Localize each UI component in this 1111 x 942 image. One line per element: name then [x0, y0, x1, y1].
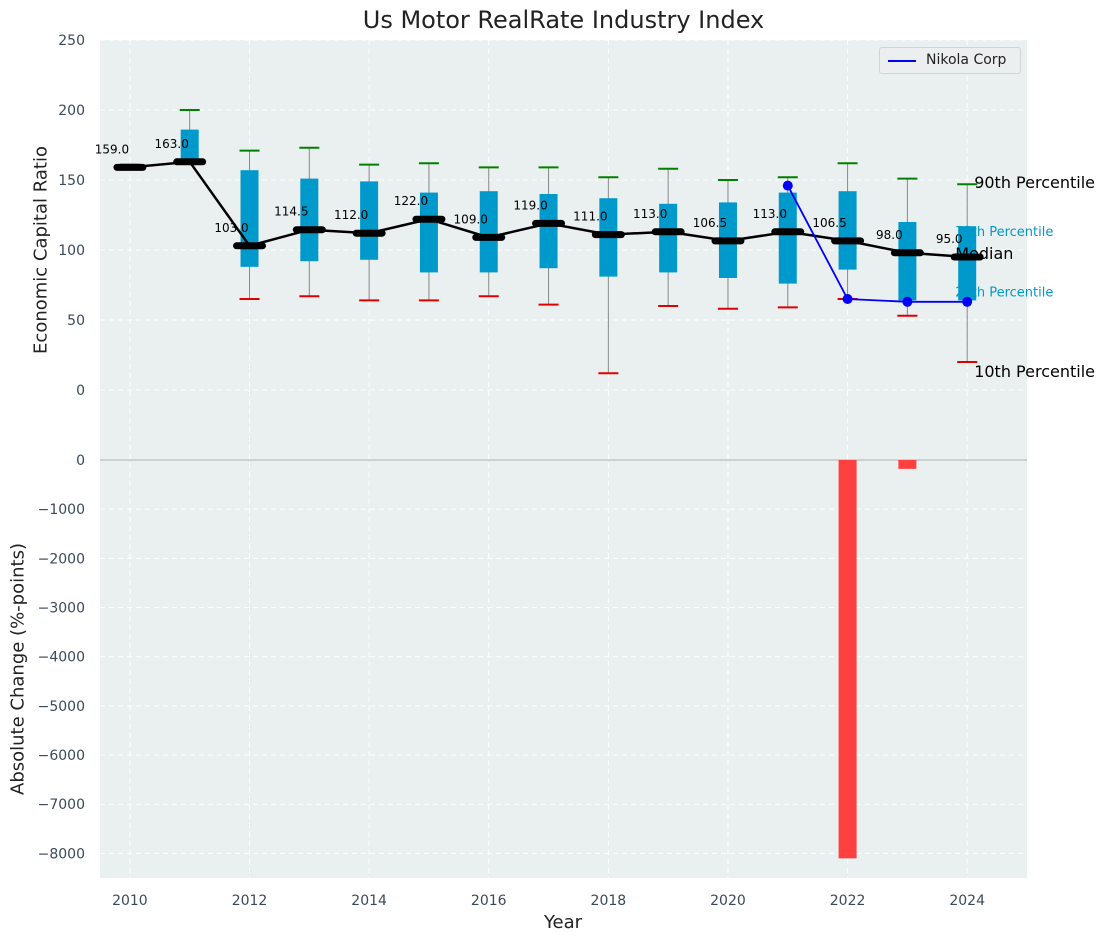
p25-annotation: 25th Percentile	[955, 285, 1053, 300]
change-bar	[838, 460, 857, 859]
x-tick-label: 2014	[351, 893, 387, 909]
median-annotation: Median	[955, 244, 1013, 263]
x-tick-label: 2010	[112, 893, 148, 909]
legend-series-label: Nikola Corp	[926, 52, 1007, 68]
iqr-box	[419, 192, 438, 273]
iqr-box	[300, 178, 319, 262]
iqr-box	[659, 203, 678, 273]
bottom-plot-area	[100, 460, 1027, 878]
median-value-label: 106.5	[812, 216, 846, 230]
bottom-y-tick-label: −1000	[38, 502, 85, 518]
iqr-box	[180, 129, 199, 162]
median-value-label: 113.0	[633, 207, 667, 221]
x-tick-label: 2022	[830, 893, 866, 909]
bottom-y-tick-label: 0	[76, 453, 85, 469]
median-value-label: 106.5	[693, 216, 727, 230]
change-bar	[898, 460, 917, 469]
legend-line-swatch	[888, 60, 916, 62]
median-value-label: 111.0	[573, 210, 607, 224]
median-value-label: 114.5	[274, 205, 308, 219]
bottom-y-tick-label: −8000	[38, 846, 85, 862]
median-group: 159.0 163.0 103.0 114.5 112.0 122.0 109.0 119.0…	[95, 137, 984, 261]
x-tick-label: 2020	[710, 893, 746, 909]
median-value-label: 122.0	[394, 194, 428, 208]
bottom-y-tick-label: −2000	[38, 551, 85, 567]
median-value-label: 113.0	[753, 207, 787, 221]
bottom-y-tick-label: −4000	[38, 650, 85, 666]
bottom-y-tick-label: −5000	[38, 699, 85, 715]
median-value-label: 159.0	[95, 142, 129, 156]
top-y-tick-label: 200	[58, 103, 85, 119]
median-value-label: 163.0	[155, 137, 189, 151]
top-y-axis-label: Economic Capital Ratio	[30, 146, 52, 354]
median-value-label: 98.0	[876, 228, 903, 242]
tick-labels: 2010 2012 2014 2016 2018 2020 2022 2024 0 50 100 15…	[38, 33, 985, 909]
bottom-y-axis-label: Absolute Change (%-points)	[7, 543, 29, 795]
top-y-tick-label: 100	[58, 243, 85, 259]
median-value-label: 119.0	[513, 198, 547, 212]
bottom-y-tick-label: −7000	[38, 797, 85, 813]
iqr-box	[240, 170, 259, 267]
top-y-tick-label: 150	[58, 173, 85, 189]
bottom-y-tick-label: −3000	[38, 601, 85, 617]
top-y-tick-label: 50	[67, 313, 85, 329]
iqr-box	[898, 222, 917, 301]
annotations: 90th Percentile 75th Percentile Median 25th…	[955, 173, 1095, 381]
x-tick-label: 2024	[949, 893, 985, 909]
x-tick-label: 2012	[232, 893, 268, 909]
company-series-point	[902, 296, 913, 307]
p90-annotation: 90th Percentile	[974, 173, 1095, 192]
iqr-box	[479, 191, 498, 273]
top-y-tick-label: 0	[76, 383, 85, 399]
median-value-label: 95.0	[936, 232, 963, 246]
company-series-line	[786, 185, 968, 303]
chart-title: Us Motor RealRate Industry Index	[362, 6, 765, 34]
iqr-box	[360, 181, 379, 260]
company-series-point	[782, 180, 793, 191]
iqr-box	[778, 192, 797, 284]
bar-group	[838, 460, 917, 859]
x-tick-label: 2018	[591, 893, 627, 909]
p10-annotation: 10th Percentile	[974, 362, 1095, 381]
legend: Nikola Corp	[879, 47, 1021, 74]
series-group	[782, 180, 973, 307]
iqr-box	[838, 191, 857, 270]
company-series-point	[842, 294, 853, 304]
median-value-label: 112.0	[334, 208, 368, 222]
company-series-point	[962, 296, 973, 307]
p75-annotation: 75th Percentile	[955, 225, 1053, 240]
x-axis-label: Year	[543, 912, 583, 933]
x-tick-label: 2016	[471, 893, 507, 909]
median-value-label: 103.0	[214, 221, 248, 235]
iqr-box	[539, 194, 558, 269]
iqr-box	[958, 226, 977, 301]
bottom-y-tick-label: −6000	[38, 748, 85, 764]
median-value-label: 109.0	[454, 212, 488, 226]
top-y-tick-label: 250	[58, 33, 85, 49]
